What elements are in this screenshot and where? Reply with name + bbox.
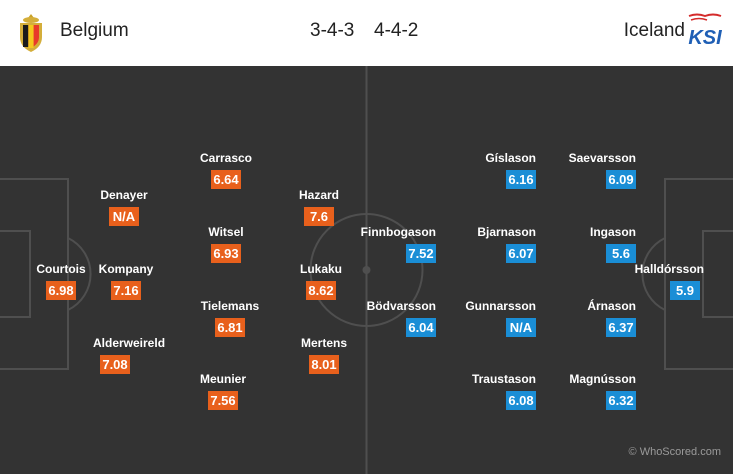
player-kompany[interactable]: Kompany 7.16 <box>86 262 166 300</box>
player-magnusson[interactable]: Magnússon 6.32 <box>556 372 636 410</box>
player-finnbogason[interactable]: Finnbogason 7.52 <box>356 225 436 263</box>
player-rating: 5.6 <box>606 244 636 263</box>
player-ingason[interactable]: Ingason 5.6 <box>556 225 636 263</box>
player-name: Traustason <box>471 372 536 386</box>
player-name: Lukaku <box>299 262 342 276</box>
player-name: Magnússon <box>569 372 636 386</box>
player-rating: 7.16 <box>111 281 141 300</box>
player-hazard[interactable]: Hazard 7.6 <box>281 188 357 226</box>
player-name: Gunnarsson <box>465 299 536 313</box>
player-bodvarsson[interactable]: Bödvarsson 6.04 <box>356 299 436 337</box>
player-bjarnason[interactable]: Bjarnason 6.07 <box>456 225 536 263</box>
player-name: Alderweireld <box>93 336 166 350</box>
player-halldorsson[interactable]: Halldórsson 5.9 <box>628 262 704 300</box>
player-denayer[interactable]: Denayer N/A <box>86 188 162 226</box>
player-rating: 6.64 <box>211 170 241 189</box>
player-rating: 6.32 <box>606 391 636 410</box>
pitch: Courtois 6.98 Denayer N/A Kompany 7.16 A… <box>0 66 733 474</box>
player-rating: N/A <box>506 318 536 337</box>
player-rating: 7.52 <box>406 244 436 263</box>
home-team-name: Belgium <box>60 20 129 41</box>
player-carrasco[interactable]: Carrasco 6.64 <box>186 151 266 189</box>
player-name: Bödvarsson <box>366 299 436 313</box>
player-rating: 6.07 <box>506 244 536 263</box>
whoscored-credit: © WhoScored.com <box>628 446 721 458</box>
player-rating: 6.98 <box>46 281 76 300</box>
player-name: Denayer <box>100 188 148 202</box>
player-rating: 6.08 <box>506 391 536 410</box>
player-alderweireld[interactable]: Alderweireld 7.08 <box>93 336 183 374</box>
away-team-name: Iceland <box>623 20 685 41</box>
player-name: Bjarnason <box>477 225 536 239</box>
player-name: Tielemans <box>200 299 260 313</box>
player-name: Courtois <box>36 262 86 276</box>
player-rating: 8.62 <box>306 281 336 300</box>
player-name: Kompany <box>98 262 154 276</box>
player-name: Carrasco <box>199 151 253 165</box>
player-rating: 6.16 <box>506 170 536 189</box>
player-rating: 8.01 <box>309 355 339 374</box>
player-rating: 7.08 <box>100 355 130 374</box>
player-rating: 6.93 <box>211 244 241 263</box>
player-rating: N/A <box>109 207 139 226</box>
player-name: Hazard <box>298 188 339 202</box>
player-rating: 6.81 <box>215 318 245 337</box>
ksi-logo-text: KSI <box>688 27 722 49</box>
lineup-header: Belgium 3-4-3 4-4-2 Iceland KSI <box>0 0 733 66</box>
pitch-markings <box>0 66 733 474</box>
player-meunier[interactable]: Meunier 7.56 <box>183 372 263 410</box>
belgium-crest-icon <box>20 14 42 52</box>
player-rating: 5.9 <box>670 281 700 300</box>
player-mertens[interactable]: Mertens 8.01 <box>286 336 362 374</box>
player-name: Gíslason <box>485 151 536 165</box>
player-name: Finnbogason <box>360 225 436 239</box>
iceland-ksi-logo-icon: KSI <box>688 13 722 49</box>
player-saevarsson[interactable]: Saevarsson 6.09 <box>556 151 636 189</box>
player-gunnarsson[interactable]: Gunnarsson N/A <box>456 299 536 337</box>
player-rating: 7.6 <box>304 207 334 226</box>
player-name: Mertens <box>300 336 347 350</box>
player-name: Saevarsson <box>568 151 636 165</box>
player-gislason[interactable]: Gíslason 6.16 <box>456 151 536 189</box>
player-name: Árnason <box>587 299 636 313</box>
player-tielemans[interactable]: Tielemans 6.81 <box>190 299 270 337</box>
player-name: Halldórsson <box>634 262 704 276</box>
player-name: Witsel <box>208 225 244 239</box>
player-traustason[interactable]: Traustason 6.08 <box>456 372 536 410</box>
away-formation: 4-4-2 <box>374 20 419 41</box>
player-witsel[interactable]: Witsel 6.93 <box>186 225 266 263</box>
player-lukaku[interactable]: Lukaku 8.62 <box>283 262 359 300</box>
player-rating: 6.04 <box>406 318 436 337</box>
player-arnason[interactable]: Árnason 6.37 <box>556 299 636 337</box>
player-rating: 7.56 <box>208 391 238 410</box>
player-courtois[interactable]: Courtois 6.98 <box>21 262 101 300</box>
player-name: Meunier <box>199 372 246 386</box>
player-rating: 6.09 <box>606 170 636 189</box>
player-name: Ingason <box>589 225 636 239</box>
home-formation: 3-4-3 <box>310 20 355 41</box>
player-rating: 6.37 <box>606 318 636 337</box>
